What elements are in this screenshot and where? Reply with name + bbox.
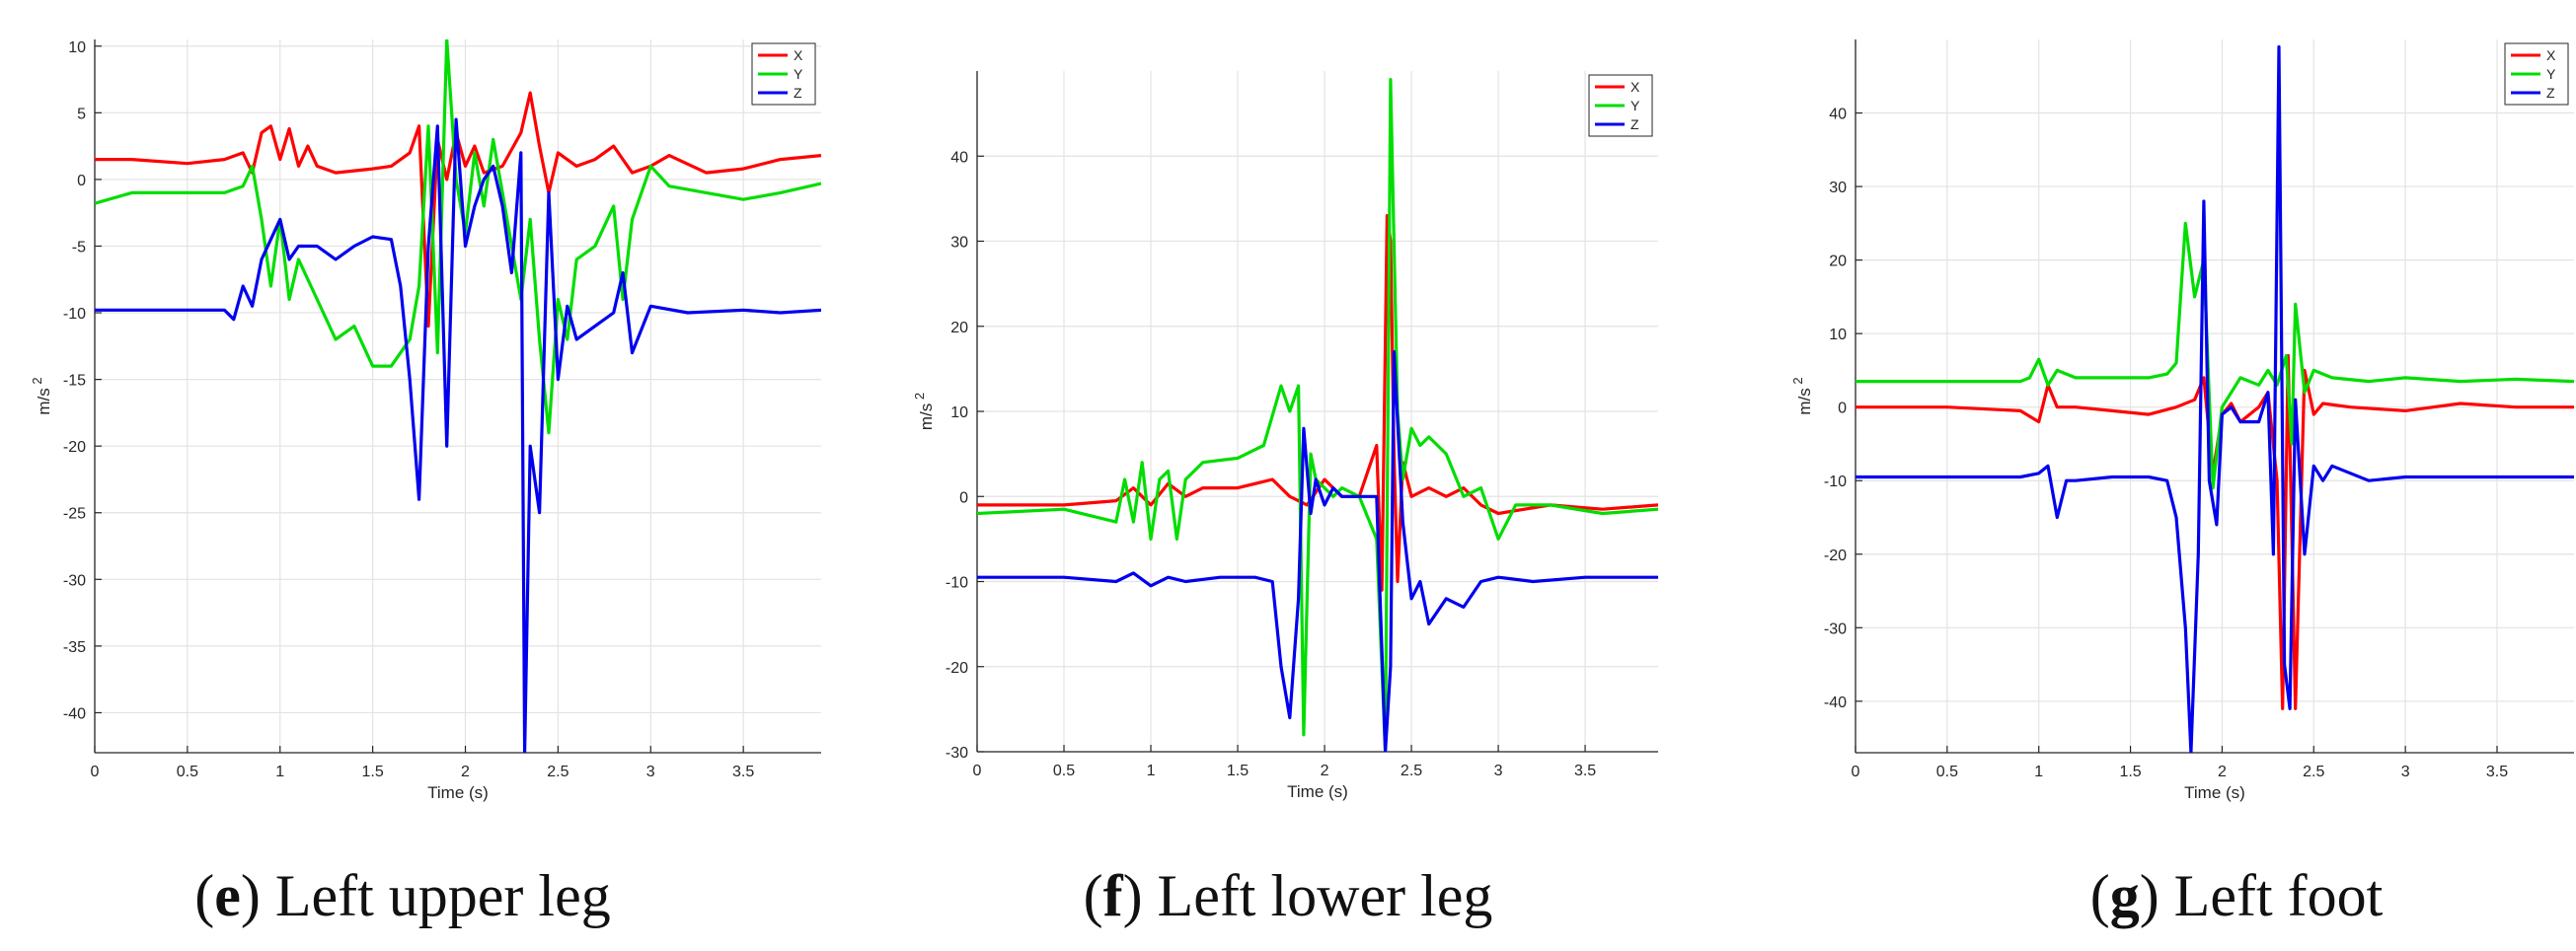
y-tick-label: 10 [1829, 327, 1847, 343]
y-tick-label: -10 [63, 306, 86, 323]
panel-f: 0 0.5 1 1.5 2 2.5 3 3.5 40 30 20 10 0 -10 -20 -30 Time (… [912, 71, 1658, 928]
panel-caption: (e) Left upper leg [194, 863, 610, 928]
caption-letter: g [2110, 863, 2140, 928]
x-tick-label: 0.5 [177, 764, 198, 780]
series-line-z [95, 117, 821, 753]
x-axis-label: Time (s) [1287, 782, 1348, 801]
y-tick-label: -30 [1824, 621, 1847, 637]
y-tick-label: -30 [946, 745, 968, 762]
x-tick-label: 3 [2401, 764, 2410, 780]
x-tick-label: 3 [1494, 763, 1503, 779]
y-axis-label-superscript: 2 [30, 377, 44, 388]
y-tick-label: 10 [68, 39, 86, 56]
legend-label-x: X [2546, 47, 2556, 63]
series-line-z [1856, 44, 2574, 753]
series-group [95, 39, 821, 753]
y-axis-label-superscript: 2 [912, 393, 927, 403]
legend-label-z: Z [2546, 85, 2555, 101]
x-tick-label: 2.5 [1401, 763, 1422, 779]
y-axis-label-superscript: 2 [1790, 377, 1805, 388]
series-group [977, 77, 1658, 752]
y-tick-label: 40 [1829, 107, 1847, 123]
legend-label-z: Z [794, 85, 802, 101]
y-tick-label: 0 [1838, 401, 1847, 417]
panel-e: 0 0.5 1 1.5 2 2.5 3 3.5 10 5 0 -5 -10 -15 -20 -25 -30 -35… [30, 39, 821, 928]
x-axis-label: Time (s) [427, 783, 489, 802]
y-tick-label: -15 [63, 373, 86, 390]
x-tick-label: 2 [461, 764, 470, 780]
x-tick-label: 3.5 [2486, 764, 2508, 780]
x-tick-label: 0.5 [1936, 764, 1958, 780]
x-tick-label: 2.5 [547, 764, 568, 780]
caption-letter: f [1103, 863, 1124, 928]
panel-g: 0 0.5 1 1.5 2 2.5 3 3.5 40 30 20 10 0 -10 -20 -30 -40 Tim… [1790, 39, 2574, 928]
legend-label-x: X [794, 47, 803, 63]
y-tick-label: -35 [63, 639, 86, 656]
legend-label-z: Z [1630, 116, 1639, 132]
caption-title: ) Left upper leg [241, 863, 611, 928]
caption-paren-open: ( [1084, 863, 1103, 928]
x-tick-label: 0 [91, 764, 100, 780]
series-line-y [1856, 221, 2574, 490]
y-tick-label: 40 [950, 149, 968, 166]
y-tick-label: 20 [1829, 254, 1847, 270]
x-tick-label: 2 [1321, 763, 1329, 779]
y-axis-label: m/s 2 [30, 377, 53, 414]
y-tick-label: -40 [63, 705, 86, 722]
legend-label-y: Y [794, 66, 803, 82]
y-tick-label: 30 [950, 235, 968, 252]
caption-letter: e [214, 863, 241, 928]
x-tick-label: 3.5 [1574, 763, 1596, 779]
x-tick-label: 2.5 [2303, 764, 2324, 780]
y-tick-label: -25 [63, 506, 86, 523]
x-axis-label: Time (s) [2184, 783, 2245, 802]
caption-paren-open: ( [194, 863, 214, 928]
x-tick-label: 3 [646, 764, 655, 780]
x-tick-label: 0.5 [1053, 763, 1075, 779]
caption-title: ) Left lower leg [1123, 863, 1493, 928]
legend-label-y: Y [1630, 98, 1640, 113]
legend-label-y: Y [2546, 66, 2556, 82]
plot-area [1856, 39, 2574, 753]
y-axis-label: m/s 2 [1790, 377, 1814, 414]
y-tick-label: 5 [77, 106, 86, 122]
y-axis-label: m/s 2 [912, 393, 936, 430]
y-tick-label: 0 [77, 173, 86, 189]
x-tick-label: 2 [2218, 764, 2227, 780]
y-tick-label: 0 [959, 489, 968, 506]
y-tick-label: -5 [72, 239, 86, 256]
x-tick-label: 3.5 [732, 764, 754, 780]
y-tick-label: 30 [1829, 180, 1847, 196]
x-tick-label: 1 [1147, 763, 1156, 779]
x-tick-label: 1.5 [2119, 764, 2141, 780]
caption-paren-open: ( [2090, 863, 2110, 928]
y-tick-label: -10 [1824, 474, 1847, 490]
series-group [1856, 44, 2574, 753]
x-tick-label: 0 [973, 763, 982, 779]
y-tick-label: 20 [950, 320, 968, 336]
caption-title: ) Left foot [2140, 863, 2384, 928]
series-line-y [977, 77, 1658, 752]
y-tick-label: -20 [1824, 548, 1847, 564]
x-tick-label: 1 [2034, 764, 2043, 780]
panel-caption: (f) Left lower leg [1084, 863, 1493, 928]
x-tick-label: 0 [1852, 764, 1860, 780]
y-tick-label: -10 [946, 575, 968, 592]
series-line-x [95, 91, 821, 329]
panel-caption: (g) Left foot [2090, 863, 2384, 928]
y-tick-label: -30 [63, 572, 86, 589]
series-line-x [977, 214, 1658, 592]
series-line-z [977, 350, 1658, 752]
x-tick-label: 1.5 [362, 764, 384, 780]
x-tick-label: 1.5 [1227, 763, 1249, 779]
legend-label-x: X [1630, 79, 1640, 95]
y-tick-label: -40 [1824, 695, 1847, 711]
y-tick-label: -20 [63, 439, 86, 456]
y-tick-label: -20 [946, 660, 968, 677]
x-tick-label: 1 [275, 764, 284, 780]
y-tick-label: 10 [950, 404, 968, 421]
